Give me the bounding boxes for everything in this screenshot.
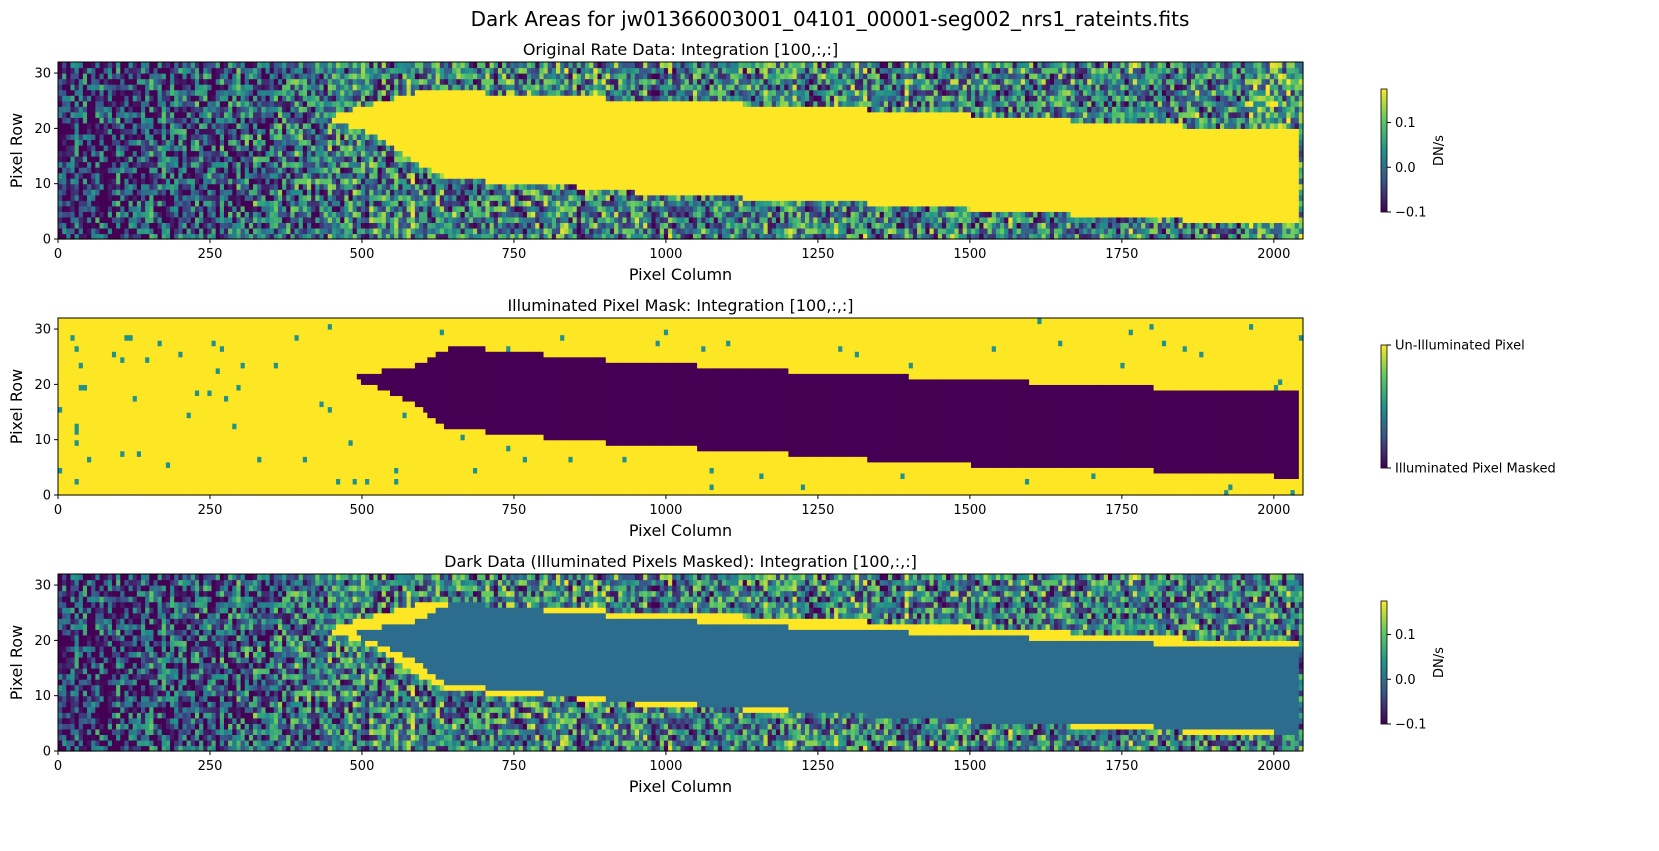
colorbar-label: DN/s <box>1432 135 1447 166</box>
x-tick-label: 0 <box>54 759 62 774</box>
x-tick-label: 500 <box>350 759 375 774</box>
colorbar-tick-label: 0.0 <box>1395 161 1416 176</box>
colorbar-gradient <box>1381 601 1387 724</box>
x-tick-label: 1000 <box>649 503 682 518</box>
colorbar-gradient <box>1381 345 1387 468</box>
x-tick-label: 1250 <box>801 247 834 262</box>
y-tick-label: 0 <box>43 233 51 248</box>
x-tick-label: 1250 <box>801 503 834 518</box>
y-tick-label: 10 <box>34 433 51 448</box>
colorbar-tick-label: Illuminated Pixel Masked <box>1395 462 1556 477</box>
x-tick-label: 1500 <box>953 759 986 774</box>
x-tick-label: 1250 <box>801 759 834 774</box>
x-tick-label: 1750 <box>1105 503 1138 518</box>
y-tick-label: 10 <box>34 689 51 704</box>
x-tick-label: 1500 <box>953 503 986 518</box>
x-tick-label: 750 <box>502 247 527 262</box>
colorbar: −0.1 0.0 0.1 DN/s <box>1381 89 1447 221</box>
panel-title: Original Rate Data: Integration [100,:,:… <box>523 40 838 59</box>
y-tick-label: 20 <box>34 634 51 649</box>
heatmap-cells <box>58 318 1304 496</box>
x-tick-label: 2000 <box>1257 759 1290 774</box>
colorbar-tick-label: 0.0 <box>1395 673 1416 688</box>
figure-suptitle: Dark Areas for jw01366003001_04101_00001… <box>471 7 1190 31</box>
x-tick-label: 1750 <box>1105 759 1138 774</box>
y-axis-label: Pixel Row <box>7 369 26 444</box>
x-tick-label: 2000 <box>1257 503 1290 518</box>
y-tick-label: 30 <box>34 579 51 594</box>
x-tick-label: 1000 <box>649 247 682 262</box>
colorbar: Illuminated Pixel Masked Un-Illuminated P… <box>1381 339 1556 477</box>
y-tick-label: 0 <box>43 489 51 504</box>
panel-title: Dark Data (Illuminated Pixels Masked): I… <box>444 552 917 571</box>
y-axis-label: Pixel Row <box>7 625 26 700</box>
y-tick-label: 30 <box>34 323 51 338</box>
colorbar-tick-label: 0.1 <box>1395 116 1416 131</box>
x-tick-label: 500 <box>350 503 375 518</box>
x-axis-label: Pixel Column <box>629 265 732 284</box>
colorbar-tick-label: −0.1 <box>1395 206 1427 221</box>
y-tick-label: 30 <box>34 67 51 82</box>
x-tick-label: 250 <box>198 759 223 774</box>
colorbar-tick-label: Un-Illuminated Pixel <box>1395 339 1525 354</box>
y-tick-label: 20 <box>34 122 51 137</box>
panel-3: Dark Data (Illuminated Pixels Masked): I… <box>7 552 1447 796</box>
x-tick-label: 1500 <box>953 247 986 262</box>
y-tick-label: 0 <box>43 745 51 760</box>
panel-2: Illuminated Pixel Mask: Integration [100… <box>7 296 1556 540</box>
colorbar-gradient <box>1381 89 1387 212</box>
y-axis-label: Pixel Row <box>7 113 26 188</box>
x-axis-label: Pixel Column <box>629 777 732 796</box>
x-tick-label: 1000 <box>649 759 682 774</box>
x-axis-label: Pixel Column <box>629 521 732 540</box>
x-tick-label: 2000 <box>1257 247 1290 262</box>
colorbar-tick-label: −0.1 <box>1395 718 1427 733</box>
x-tick-label: 750 <box>502 503 527 518</box>
x-tick-label: 1750 <box>1105 247 1138 262</box>
heatmap-cells <box>58 574 1304 752</box>
colorbar: −0.1 0.0 0.1 DN/s <box>1381 601 1447 733</box>
x-tick-label: 0 <box>54 503 62 518</box>
x-tick-label: 0 <box>54 247 62 262</box>
colorbar-tick-label: 0.1 <box>1395 628 1416 643</box>
heatmap-cells <box>58 62 1304 240</box>
x-tick-label: 750 <box>502 759 527 774</box>
y-tick-label: 10 <box>34 177 51 192</box>
x-tick-label: 250 <box>198 503 223 518</box>
colorbar-label: DN/s <box>1432 647 1447 678</box>
x-tick-label: 250 <box>198 247 223 262</box>
x-tick-label: 500 <box>350 247 375 262</box>
panel-title: Illuminated Pixel Mask: Integration [100… <box>507 296 853 315</box>
y-tick-label: 20 <box>34 378 51 393</box>
panel-1: Original Rate Data: Integration [100,:,:… <box>7 40 1447 284</box>
